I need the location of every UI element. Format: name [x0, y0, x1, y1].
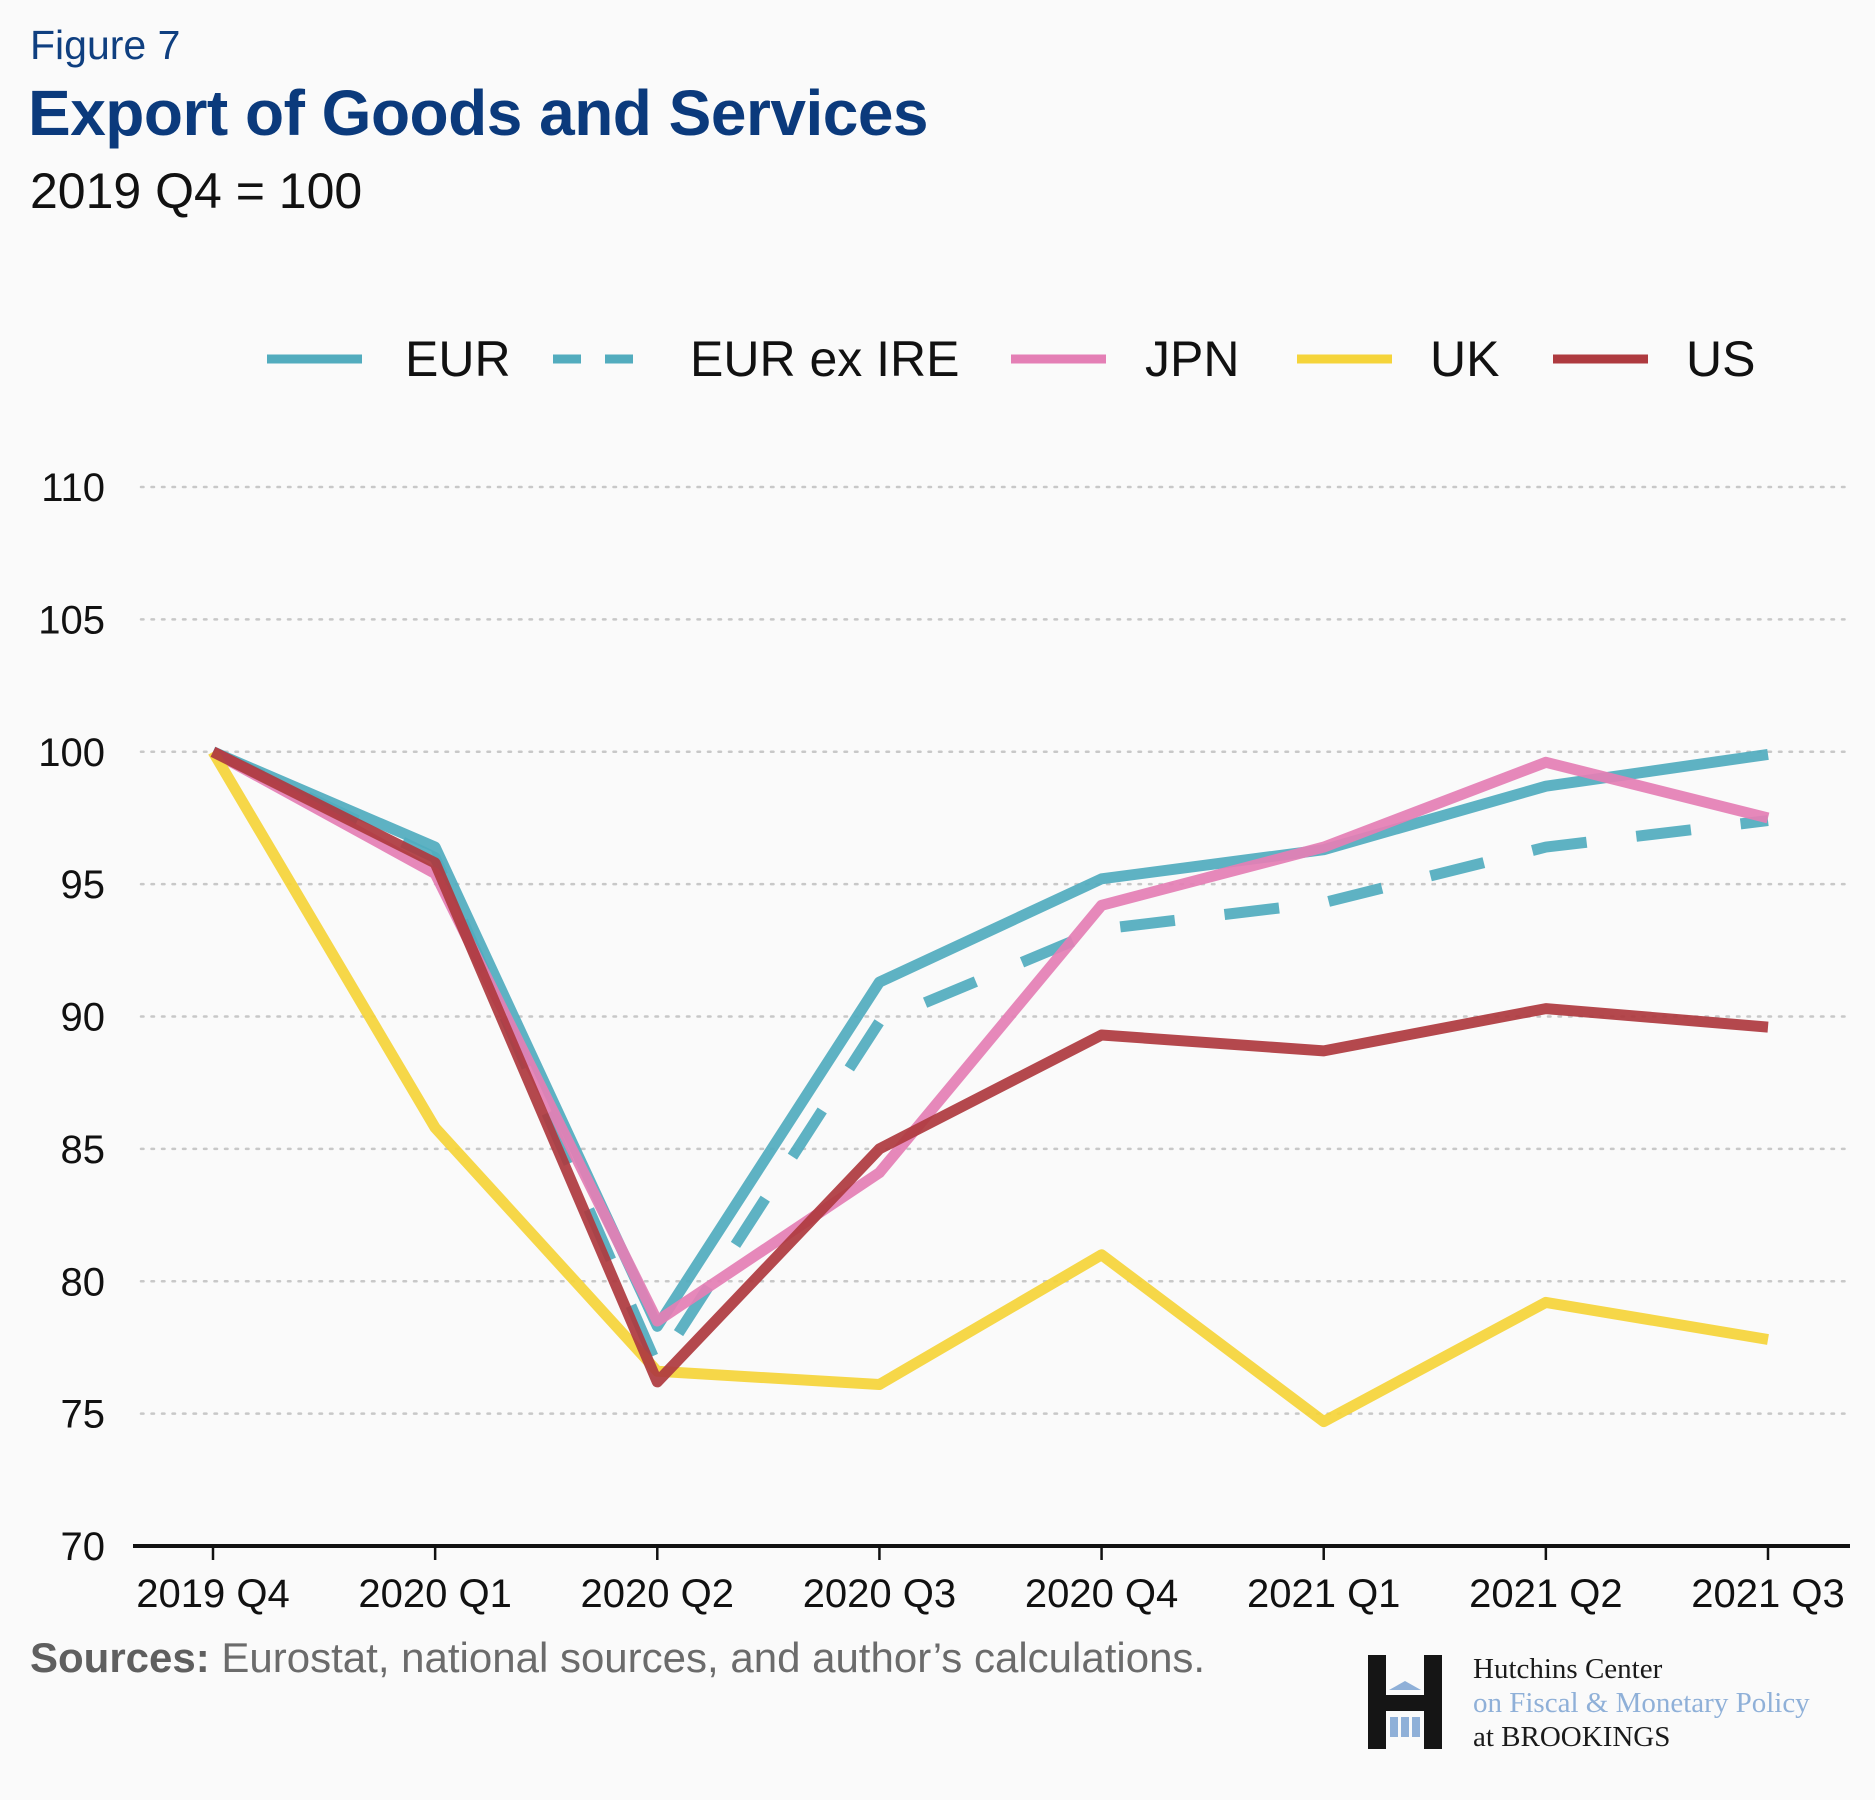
sources-label: Sources: [30, 1634, 210, 1681]
logo-line-2: on Fiscal & Monetary Policy [1473, 1687, 1810, 1719]
series-line-us [210, 746, 1769, 1388]
legend-label: JPN [1145, 331, 1239, 387]
series-line-uk [208, 749, 1769, 1428]
logo-line-3: at BROOKINGS [1473, 1721, 1671, 1753]
x-tick-label: 2020 Q1 [358, 1572, 511, 1616]
y-tick-label: 105 [38, 598, 105, 642]
y-tick-label: 85 [61, 1128, 106, 1172]
series-line-eur [210, 746, 1769, 1332]
hutchins-h-icon [1368, 1655, 1442, 1749]
x-tick-label: 2021 Q2 [1469, 1572, 1622, 1616]
x-axis: 2019 Q4 2020 Q1 2020 Q2 2020 Q3 2020 Q4 2021 … [133, 1544, 1850, 1616]
sources-text: Eurostat, national sources, and author’s… [209, 1634, 1206, 1681]
x-tick-label: 2020 Q3 [803, 1572, 956, 1616]
y-tick-label: 95 [61, 863, 106, 907]
series-line-jpn [210, 746, 1770, 1327]
chart-subtitle: 2019 Q4 = 100 [30, 163, 363, 219]
y-axis-ticks: 70 75 80 85 90 95 100 105 110 [38, 466, 105, 1569]
x-tick-label: 2021 Q1 [1247, 1572, 1400, 1616]
series-lines [208, 746, 1770, 1428]
sources-note: Sources: Eurostat, national sources, and… [30, 1634, 1205, 1682]
y-tick-label: 70 [61, 1525, 106, 1569]
legend-label: EUR [405, 331, 511, 387]
x-tick-label: 2020 Q4 [1025, 1572, 1178, 1616]
x-tick-label: 2020 Q2 [581, 1572, 734, 1616]
y-tick-label: 90 [61, 996, 106, 1040]
legend: EUR EUR ex IRE JPN UK US [267, 331, 1755, 387]
y-tick-label: 75 [61, 1393, 106, 1437]
x-tick-label: 2019 Q4 [136, 1572, 289, 1616]
gridlines [139, 485, 1852, 1415]
legend-label: EUR ex IRE [690, 331, 960, 387]
logo-line-1: Hutchins Center [1473, 1653, 1663, 1685]
y-tick-label: 100 [38, 731, 105, 775]
y-tick-label: 110 [41, 466, 105, 510]
legend-label: US [1686, 331, 1755, 387]
figure-label: Figure 7 [30, 22, 181, 68]
legend-label: UK [1430, 331, 1499, 387]
y-tick-label: 80 [61, 1260, 106, 1304]
hutchins-logo: Hutchins Center on Fiscal & Monetary Pol… [1368, 1652, 1848, 1753]
x-tick-label: 2021 Q3 [1691, 1572, 1844, 1616]
series-line-eur-ex-ire [210, 746, 1769, 1372]
chart-title: Export of Goods and Services [28, 77, 929, 149]
